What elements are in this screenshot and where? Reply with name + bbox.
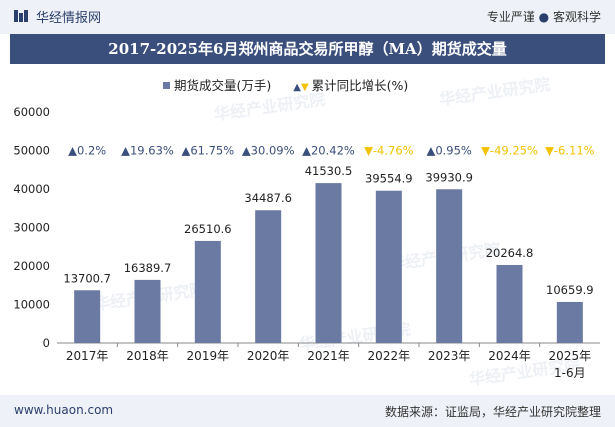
bar-chart: 华经产业研究院华经产业研究院华经产业研究院华经产业研究院华经产业研究院华经产业研… [13, 75, 600, 389]
bar [315, 183, 342, 343]
tagline-separator: ● [538, 10, 550, 24]
y-tick-label: 20000 [13, 259, 50, 273]
footer-bar: www.huaon.com 数据来源：证监局，华经产业研究院整理 [0, 395, 615, 427]
x-tick-label: 2022年 [368, 349, 411, 363]
bar-value-label: 41530.5 [305, 164, 353, 178]
x-tick-label: 2025年 [549, 349, 592, 363]
x-tick-label: 2020年 [247, 349, 290, 363]
bar-value-label: 13700.7 [63, 271, 111, 285]
growth-label-up: ▲30.09% [242, 144, 295, 158]
triangle-up-icon: ▲ [293, 82, 301, 93]
x-tick-label: 2019年 [187, 349, 230, 363]
bar [74, 290, 101, 343]
bar-value-label: 34487.6 [244, 191, 292, 205]
chart-bars [74, 183, 583, 343]
legend-item-volume: 期货成交量(万手) [163, 75, 271, 94]
bar-value-label: 16389.7 [124, 261, 172, 275]
chart-legend: 期货成交量(万手) ▲▼ 累计同比增长(%) [163, 75, 426, 94]
data-source: 数据来源：证监局，华经产业研究院整理 [384, 405, 601, 419]
growth-label-up: ▲0.2% [68, 144, 106, 158]
triangle-down-icon: ▼ [300, 82, 309, 93]
growth-label-up: ▲20.42% [302, 144, 355, 158]
site-url[interactable]: www.huaon.com [14, 403, 114, 417]
bar [436, 189, 463, 343]
tagline-left: 专业严谨 [486, 10, 535, 24]
legend-label-growth: 累计同比增长(%) [311, 78, 409, 93]
x-tick-label: 2021年 [307, 349, 350, 363]
bar [375, 190, 402, 343]
x-tick-label: 1-6月 [554, 366, 586, 380]
growth-label-up: ▲0.95% [426, 144, 471, 158]
brand-name: 华经情报网 [36, 11, 102, 26]
y-tick-label: 50000 [13, 144, 50, 158]
bar-value-label: 10659.9 [546, 283, 594, 297]
x-tick-label: 2023年 [428, 349, 471, 363]
legend-label-volume: 期货成交量(万手) [174, 78, 272, 93]
bar-value-label: 39554.9 [365, 172, 413, 186]
bar-value-label: 20264.8 [486, 246, 534, 260]
legend-item-growth: ▲▼ 累计同比增长(%) [293, 75, 408, 94]
growth-label-up: ▲19.63% [121, 144, 174, 158]
x-tick-label: 2018年 [126, 349, 169, 363]
header-bar: 华经情报网 专业严谨 ● 客观科学 [0, 0, 615, 34]
x-tick-label: 2024年 [488, 349, 531, 363]
y-tick-label: 30000 [13, 221, 50, 235]
bar [194, 240, 221, 343]
bar-value-label: 26510.6 [184, 222, 232, 236]
bar [255, 210, 282, 343]
tagline: 专业严谨 ● 客观科学 [487, 8, 601, 25]
legend-swatch-volume [163, 82, 170, 89]
bar [134, 279, 161, 343]
tagline-right: 客观科学 [552, 10, 601, 24]
y-tick-label: 60000 [13, 105, 50, 119]
watermark-text: 华经产业研究院 [213, 90, 327, 124]
bar-value-label: 39930.9 [425, 170, 473, 184]
chart-title: 2017-2025年6月郑州商品交易所甲醇（MA）期货成交量 [108, 40, 507, 58]
chart-labels: 13700.7 2017年 ▲0.2% 16389.7 2018年 ▲19.63% 2651… [63, 144, 594, 381]
watermark-text: 华经产业研究院 [438, 75, 552, 109]
growth-label-down: ▼-4.76% [364, 144, 414, 158]
bar [556, 301, 583, 343]
brand-logo-icon [14, 10, 28, 22]
y-tick-label: 40000 [13, 182, 50, 196]
growth-label-down: ▼-49.25% [481, 144, 538, 158]
bar [496, 264, 523, 343]
y-tick-label: 0 [43, 336, 50, 350]
y-tick-label: 10000 [13, 298, 50, 312]
growth-label-down: ▼-6.11% [545, 144, 595, 158]
growth-label-up: ▲61.75% [181, 144, 234, 158]
x-tick-label: 2017年 [66, 349, 109, 363]
title-bar: 2017-2025年6月郑州商品交易所甲醇（MA）期货成交量 [10, 34, 605, 64]
